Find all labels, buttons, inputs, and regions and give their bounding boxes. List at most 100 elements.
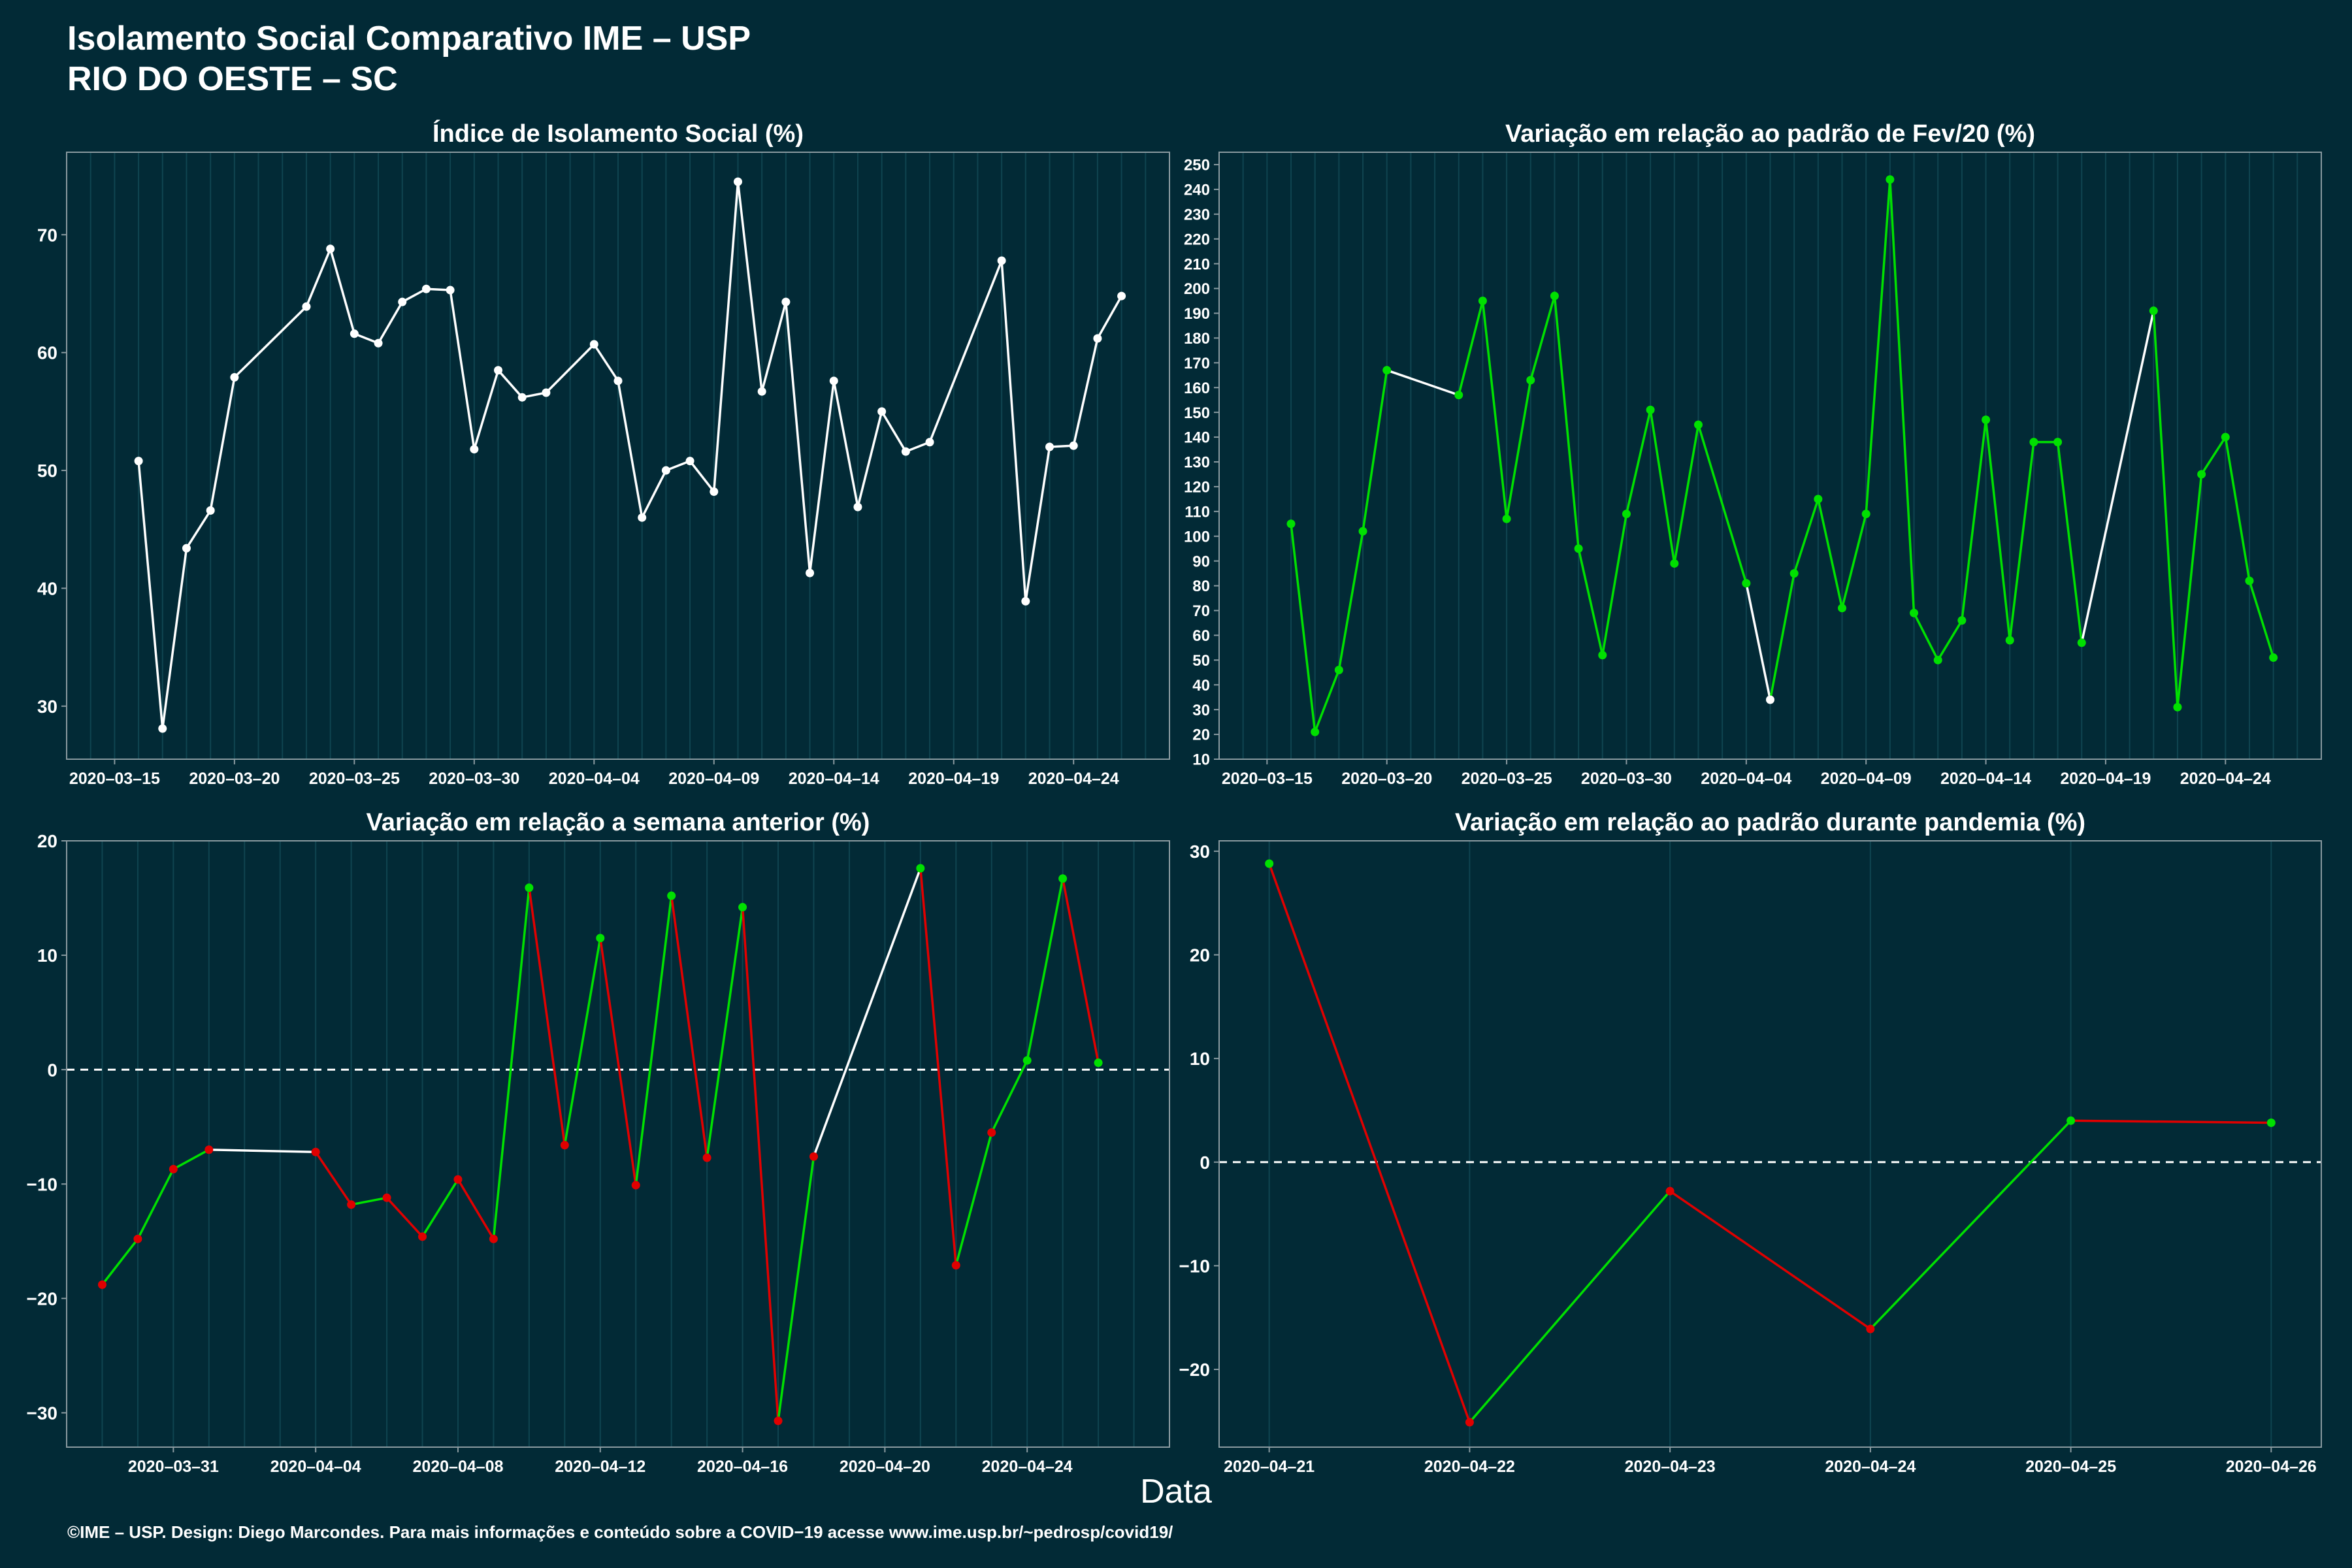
y-tick-label: 50 [37,461,57,481]
series-line-segment [350,1196,388,1206]
data-point [1286,519,1296,529]
series-line-segment [919,867,958,1267]
data-point [204,1145,214,1154]
series-line-segment [2224,436,2251,582]
data-point [631,1181,640,1190]
x-tick-label: 2020–04–24 [1825,1458,1916,1476]
data-point [774,1416,783,1426]
series-line-segment [1984,418,2011,642]
data-point [1117,291,1126,301]
series-line-segment [314,1151,353,1206]
data-point [702,1153,711,1162]
x-tick-label: 2020–04–22 [1424,1458,1515,1476]
data-point [1093,334,1102,343]
y-tick-label: 50 [1192,652,1210,670]
y-tick-label: 40 [37,579,57,599]
series-line-segment [137,1168,175,1241]
series-line-segment [808,380,836,574]
series-line-segment [617,380,644,519]
data-point [560,1141,569,1150]
y-tick-label: −10 [27,1174,58,1194]
series-line-segment [1337,530,1364,672]
chart-title: Variação em relação ao padrão durante pa… [1455,809,2085,836]
series-line-segment [2069,1119,2273,1124]
series-line-segment [955,1131,993,1267]
x-tick-label: 2020–03–25 [309,770,400,788]
x-tick-label: 2020–04–20 [840,1458,930,1476]
data-point [1465,1418,1474,1427]
data-point [1933,655,1942,664]
series-line-segment [1481,299,1508,520]
data-point [2269,653,2278,662]
data-point [1550,291,1559,301]
data-point [421,284,431,293]
data-point [685,457,694,466]
series-line-segment [706,906,744,1159]
data-point [1311,727,1320,736]
y-tick-label: 160 [1184,380,1210,397]
chart-title: Variação em relação a semana anterior (%… [367,809,870,836]
chart-title: Índice de Isolamento Social (%) [433,119,804,148]
data-point [230,373,239,382]
data-point [182,544,191,553]
data-point [1861,510,1870,519]
data-point [206,506,215,515]
series-line-segment [2008,440,2035,642]
y-tick-label: 30 [37,696,57,717]
x-tick-label: 2020–04–04 [270,1458,361,1476]
series-line-segment [2056,440,2083,644]
x-axis-title: Data [1140,1473,1212,1511]
y-tick-label: 100 [1184,528,1210,546]
y-tick-label: 120 [1184,479,1210,497]
data-point [901,447,910,456]
data-point [2149,306,2158,316]
x-tick-label: 2020–04–16 [697,1458,788,1476]
series-line-segment [928,259,1003,444]
data-point [1957,616,1967,625]
title-line-2: RIO DO OESTE – SC [67,60,398,98]
plot-frame [66,840,1170,1448]
data-point [829,376,838,385]
data-point [470,445,479,454]
data-point [1910,608,1919,617]
y-tick-label: 220 [1184,231,1210,248]
data-point [494,366,503,375]
series-line-segment [1869,1119,2072,1330]
series-line-segment [329,248,356,335]
data-point [1069,441,1078,450]
y-tick-label: 90 [1192,553,1210,570]
series-line-segment [1673,423,1700,565]
data-point [1021,596,1030,606]
data-point [1693,420,1703,429]
data-point [951,1261,960,1270]
series-line-segment [161,547,188,730]
series-line-segment [137,459,164,730]
data-point [374,338,383,348]
data-point [1478,297,1487,306]
y-tick-label: 250 [1184,157,1210,174]
x-tick-label: 2020–04–21 [1224,1458,1315,1476]
page-title: Isolamento Social Comparativo IME – USP … [67,18,751,99]
data-point [489,1234,498,1243]
series-line-segment [1697,423,1748,585]
x-tick-label: 2020–03–15 [69,770,160,788]
series-line-segment [2080,309,2155,644]
series-line-segment [353,333,380,344]
data-point [2197,470,2206,479]
x-tick-label: 2020–04–19 [908,770,999,788]
data-point [925,438,934,447]
data-point [1598,651,1607,660]
data-point [1646,405,1655,414]
chart-panel-2: Variação em relação ao padrão de Fev/20 … [1184,120,2322,788]
data-point [418,1232,427,1241]
y-tick-label: 10 [1192,751,1210,769]
data-point [2173,702,2182,711]
series-line-segment [741,906,779,1422]
y-tick-label: 30 [1190,841,1210,862]
data-point [2077,638,2086,647]
data-point [1526,376,1535,385]
series-line-segment [593,343,619,382]
series-line-segment [209,376,236,512]
data-point [1982,416,1991,425]
series-line-segment [1649,408,1676,565]
